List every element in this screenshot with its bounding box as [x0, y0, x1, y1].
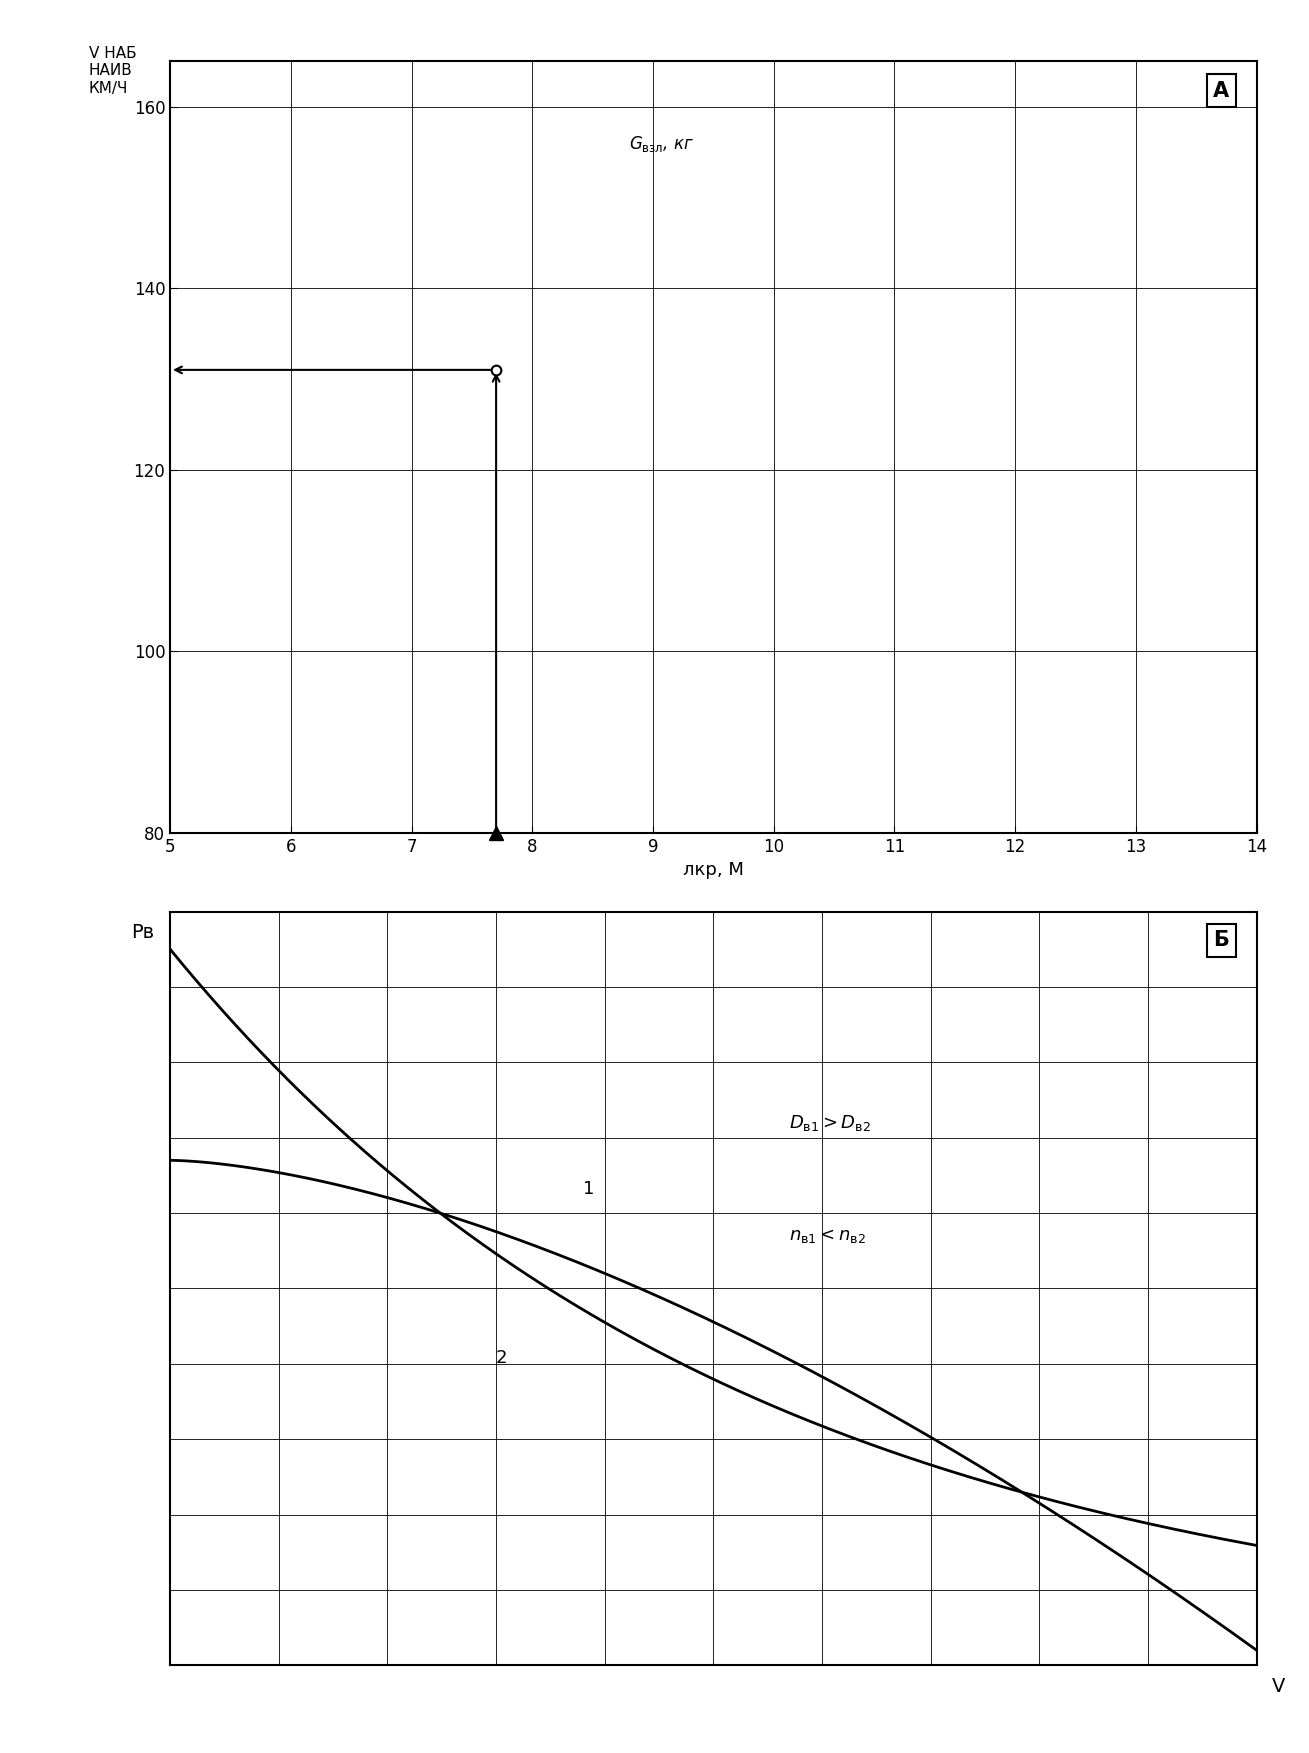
- Text: 150: 150: [882, 1231, 911, 1246]
- Text: 400: 400: [882, 1173, 911, 1189]
- Text: $G_{\rm вз л}$, кг: $G_{\rm вз л}$, кг: [628, 133, 694, 154]
- Text: 2: 2: [496, 1348, 508, 1367]
- Text: V НАБ
НАИВ
КМ/Ч: V НАБ НАИВ КМ/Ч: [89, 46, 136, 96]
- X-axis label: лкр, М: лкр, М: [683, 861, 744, 878]
- Text: 700: 700: [882, 1136, 911, 1152]
- Y-axis label: Pв: Pв: [131, 922, 154, 941]
- Text: Б: Б: [1213, 931, 1229, 950]
- X-axis label: V: V: [1271, 1676, 1285, 1695]
- Text: 600: 600: [882, 1146, 911, 1162]
- Text: 500: 500: [882, 1159, 911, 1175]
- Text: 1: 1: [583, 1180, 594, 1197]
- Text: $D_{\text{в1}} > D_{\text{в2}}$: $D_{\text{в1}} > D_{\text{в2}}$: [789, 1113, 872, 1132]
- Text: 300: 300: [882, 1192, 911, 1206]
- Text: $n_{\text{в1}} < n_{\text{в2}}$: $n_{\text{в1}} < n_{\text{в2}}$: [789, 1227, 867, 1245]
- Text: 200: 200: [882, 1215, 911, 1231]
- Text: A: A: [1213, 81, 1229, 100]
